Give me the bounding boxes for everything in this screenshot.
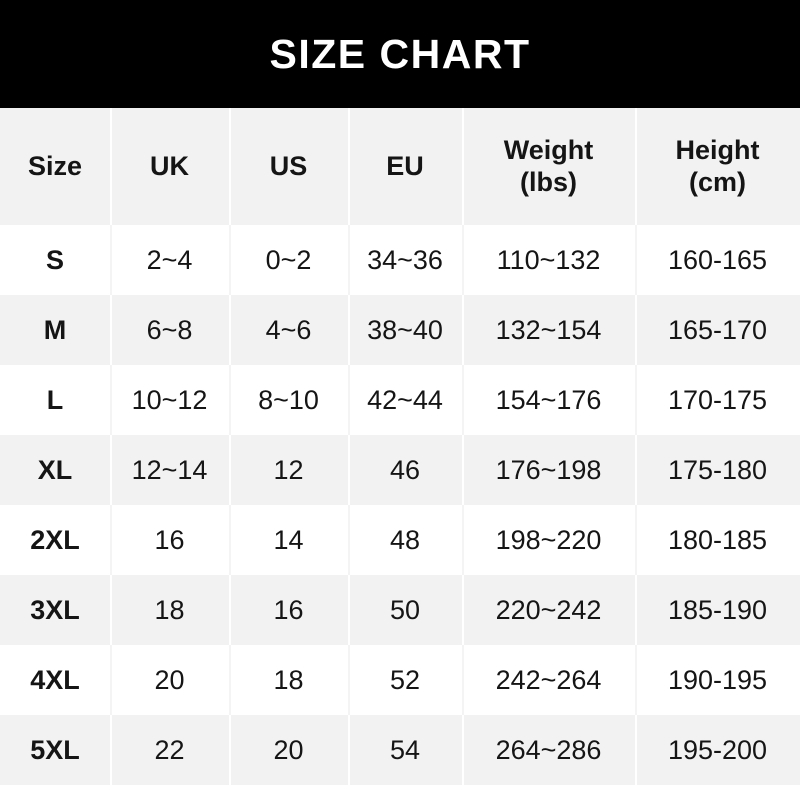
column-header-label: EU [386, 150, 424, 181]
column-header-height: Height (cm) [635, 108, 800, 225]
table-header-row: Size UK US EU Weight (lbs) Height (cm) [0, 108, 800, 225]
column-header-eu: EU [348, 108, 462, 225]
cell-weight: 198~220 [462, 505, 635, 575]
column-header-weight: Weight (lbs) [462, 108, 635, 225]
footer-strip [0, 785, 800, 800]
table-row: 3XL 18 16 50 220~242 185-190 [0, 575, 800, 645]
column-header-lines: Height (cm) [676, 135, 760, 199]
size-table: Size UK US EU Weight (lbs) Height (cm) S 2~4 0~2 34… [0, 108, 800, 785]
cell-eu: 42~44 [348, 365, 462, 435]
column-header-uk: UK [110, 108, 229, 225]
column-header-label: Weight [503, 134, 594, 165]
column-header-lines: Weight (lbs) [504, 135, 594, 199]
table-row: XL 12~14 12 46 176~198 175-180 [0, 435, 800, 505]
cell-us: 12 [229, 435, 348, 505]
cell-uk: 2~4 [110, 225, 229, 295]
column-header-lines: Size [28, 151, 82, 183]
cell-height: 195-200 [635, 715, 800, 785]
page-title: SIZE CHART [269, 30, 531, 77]
cell-eu: 54 [348, 715, 462, 785]
cell-weight: 220~242 [462, 575, 635, 645]
cell-us: 4~6 [229, 295, 348, 365]
cell-uk: 6~8 [110, 295, 229, 365]
cell-eu: 46 [348, 435, 462, 505]
table-row: M 6~8 4~6 38~40 132~154 165-170 [0, 295, 800, 365]
column-header-label: US [269, 150, 308, 181]
cell-us: 14 [229, 505, 348, 575]
cell-size: 4XL [30, 664, 80, 695]
cell-us: 18 [229, 645, 348, 715]
cell-eu: 52 [348, 645, 462, 715]
cell-weight: 242~264 [462, 645, 635, 715]
cell-size: L [46, 384, 64, 415]
table-row: L 10~12 8~10 42~44 154~176 170-175 [0, 365, 800, 435]
cell-height: 190-195 [635, 645, 800, 715]
column-header-lines: UK [150, 151, 189, 183]
cell-size: M [43, 314, 67, 345]
column-header-size: Size [0, 108, 110, 225]
column-header-label: UK [150, 150, 189, 181]
cell-weight: 110~132 [462, 225, 635, 295]
cell-us: 0~2 [229, 225, 348, 295]
cell-weight: 264~286 [462, 715, 635, 785]
column-header-us: US [229, 108, 348, 225]
cell-us: 16 [229, 575, 348, 645]
cell-eu: 50 [348, 575, 462, 645]
cell-weight: 176~198 [462, 435, 635, 505]
cell-weight: 132~154 [462, 295, 635, 365]
cell-uk: 18 [110, 575, 229, 645]
cell-size: 3XL [30, 594, 80, 625]
column-header-label: Size [27, 150, 83, 181]
column-header-unit: (cm) [688, 166, 746, 197]
cell-uk: 20 [110, 645, 229, 715]
table-row: S 2~4 0~2 34~36 110~132 160-165 [0, 225, 800, 295]
table-row: 5XL 22 20 54 264~286 195-200 [0, 715, 800, 785]
cell-uk: 10~12 [110, 365, 229, 435]
cell-uk: 22 [110, 715, 229, 785]
cell-weight: 154~176 [462, 365, 635, 435]
cell-height: 170-175 [635, 365, 800, 435]
column-header-lines: EU [386, 151, 424, 183]
table-row: 2XL 16 14 48 198~220 180-185 [0, 505, 800, 575]
cell-size: 5XL [30, 734, 80, 765]
cell-us: 8~10 [229, 365, 348, 435]
cell-eu: 34~36 [348, 225, 462, 295]
cell-size: 2XL [30, 524, 80, 555]
cell-height: 180-185 [635, 505, 800, 575]
cell-size: XL [37, 454, 73, 485]
cell-height: 185-190 [635, 575, 800, 645]
column-header-lines: US [270, 151, 308, 183]
title-banner: SIZE CHART [0, 0, 800, 108]
cell-us: 20 [229, 715, 348, 785]
cell-height: 165-170 [635, 295, 800, 365]
cell-height: 175-180 [635, 435, 800, 505]
cell-uk: 16 [110, 505, 229, 575]
cell-uk: 12~14 [110, 435, 229, 505]
table-row: 4XL 20 18 52 242~264 190-195 [0, 645, 800, 715]
cell-eu: 48 [348, 505, 462, 575]
cell-size: S [45, 244, 64, 275]
column-header-label: Height [675, 134, 760, 165]
cell-height: 160-165 [635, 225, 800, 295]
cell-eu: 38~40 [348, 295, 462, 365]
column-header-unit: (lbs) [520, 166, 577, 197]
